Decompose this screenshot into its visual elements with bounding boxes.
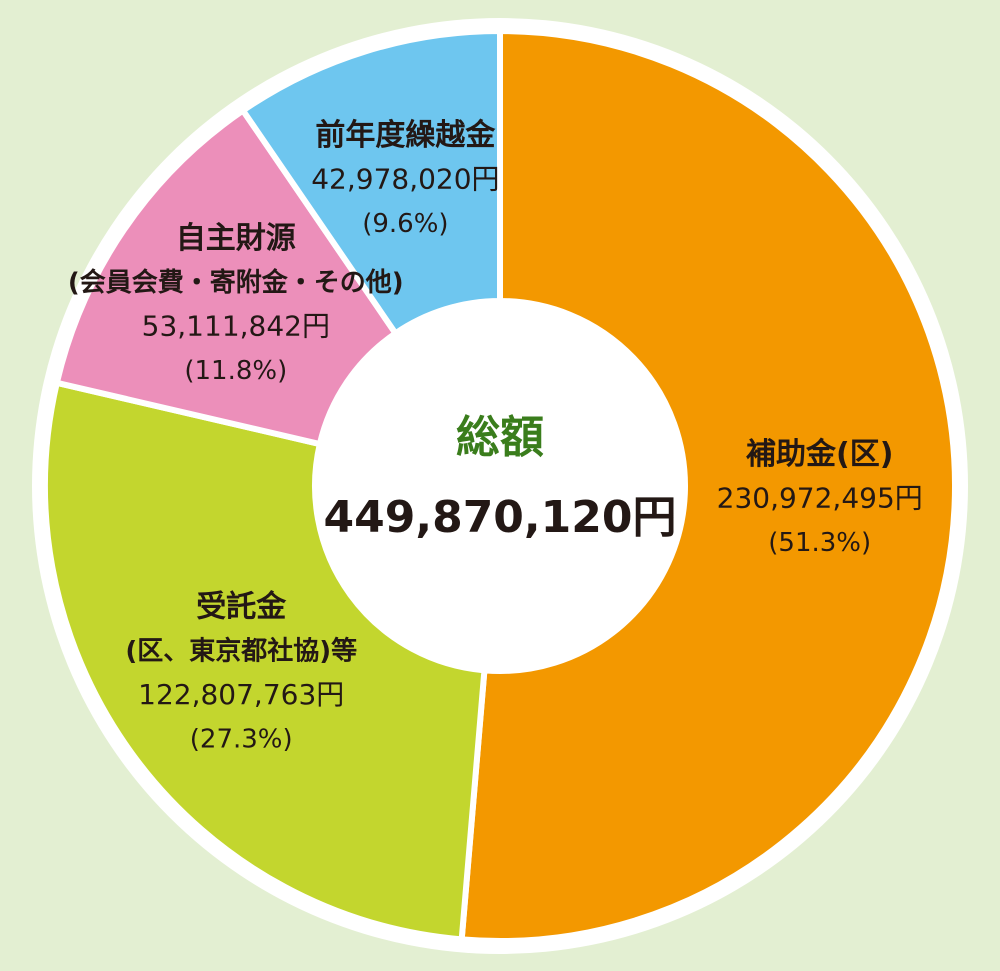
percent-label: (27.3%) <box>190 725 293 755</box>
percent-label: (51.3%) <box>768 528 871 558</box>
value-label: 42,978,020円 <box>311 162 499 195</box>
value-label: 230,972,495円 <box>717 481 923 514</box>
category-label: 受託金 <box>196 590 287 625</box>
category-label: 前年度繰越金 <box>315 118 496 153</box>
value-label: 53,111,842円 <box>142 309 330 342</box>
percent-label: (11.8%) <box>184 356 287 386</box>
category-note: (会員会費・寄附金・その他) <box>68 267 404 298</box>
category-label: 自主財源 <box>176 221 296 256</box>
slice <box>42 379 488 943</box>
donut-hole <box>315 301 685 671</box>
category-label: 補助金(区) <box>745 437 893 472</box>
category-note: (区、東京都社協)等 <box>125 636 357 667</box>
center-total: 449,870,120円 <box>324 492 677 543</box>
percent-label: (9.6%) <box>362 209 448 239</box>
center-title: 総額 <box>456 412 544 463</box>
value-label: 122,807,763円 <box>138 678 344 711</box>
